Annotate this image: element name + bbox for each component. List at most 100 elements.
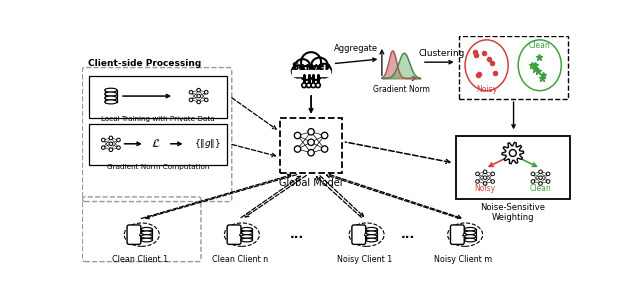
Text: Client-side Processing: Client-side Processing (88, 59, 201, 68)
Ellipse shape (366, 235, 377, 238)
Text: Global Model: Global Model (279, 178, 343, 188)
Text: $\{\|g\|\}$: $\{\|g\|\}$ (193, 137, 221, 150)
FancyBboxPatch shape (366, 229, 377, 240)
FancyBboxPatch shape (456, 136, 570, 199)
Text: Clean: Clean (529, 41, 550, 50)
Circle shape (365, 233, 367, 236)
Circle shape (308, 149, 314, 156)
Circle shape (116, 146, 120, 149)
Circle shape (109, 148, 113, 152)
Circle shape (302, 83, 307, 88)
Ellipse shape (105, 96, 117, 100)
Circle shape (101, 138, 105, 142)
Text: $\mathcal{L}$: $\mathcal{L}$ (152, 136, 161, 149)
Ellipse shape (465, 238, 476, 242)
Circle shape (531, 180, 534, 183)
Polygon shape (502, 142, 524, 164)
Ellipse shape (465, 235, 476, 238)
Ellipse shape (465, 227, 476, 231)
Circle shape (483, 182, 487, 185)
Text: Local Training with Private Data: Local Training with Private Data (101, 116, 214, 122)
Text: ...: ... (401, 228, 415, 241)
Circle shape (204, 98, 208, 102)
Circle shape (140, 233, 142, 236)
Circle shape (308, 129, 314, 135)
Circle shape (109, 142, 113, 146)
Ellipse shape (241, 235, 252, 238)
Ellipse shape (241, 231, 252, 235)
Ellipse shape (141, 231, 152, 235)
FancyBboxPatch shape (227, 225, 241, 244)
Circle shape (311, 58, 328, 74)
Circle shape (547, 180, 550, 183)
Ellipse shape (105, 100, 117, 104)
Circle shape (539, 176, 542, 179)
Circle shape (101, 146, 105, 149)
FancyBboxPatch shape (105, 90, 117, 102)
Text: Clean: Clean (530, 184, 552, 193)
Ellipse shape (241, 238, 252, 242)
Circle shape (189, 90, 193, 94)
Circle shape (204, 90, 208, 94)
Text: Clustering: Clustering (419, 49, 465, 58)
FancyBboxPatch shape (88, 124, 227, 165)
Ellipse shape (141, 235, 152, 238)
Circle shape (539, 170, 542, 174)
FancyBboxPatch shape (88, 76, 227, 118)
FancyBboxPatch shape (465, 229, 476, 240)
Circle shape (321, 132, 328, 139)
Circle shape (463, 233, 466, 236)
Circle shape (197, 88, 200, 92)
Circle shape (308, 139, 314, 146)
Circle shape (116, 138, 120, 142)
Circle shape (531, 172, 534, 176)
Text: Gradient Norm Computation: Gradient Norm Computation (107, 164, 209, 170)
Text: Noisy Client m: Noisy Client m (435, 255, 493, 264)
FancyBboxPatch shape (127, 225, 141, 244)
Circle shape (476, 180, 479, 183)
FancyBboxPatch shape (141, 229, 152, 240)
Circle shape (483, 176, 487, 179)
Ellipse shape (366, 231, 377, 235)
Circle shape (109, 136, 113, 140)
Text: Aggregate: Aggregate (335, 44, 378, 53)
Ellipse shape (366, 238, 377, 242)
Circle shape (294, 132, 301, 139)
Circle shape (294, 146, 301, 152)
Circle shape (317, 64, 331, 78)
Circle shape (308, 66, 323, 80)
FancyBboxPatch shape (352, 225, 365, 244)
Text: Noisy: Noisy (476, 85, 497, 94)
Circle shape (197, 100, 200, 104)
Circle shape (307, 83, 311, 88)
Ellipse shape (241, 227, 252, 231)
Text: Clean Client n: Clean Client n (212, 255, 268, 264)
Circle shape (491, 180, 495, 183)
Circle shape (301, 52, 321, 72)
Text: Server: Server (292, 62, 330, 72)
FancyBboxPatch shape (451, 225, 464, 244)
Circle shape (311, 83, 316, 88)
Circle shape (292, 65, 304, 78)
Text: Noise-Sensitive
Weighting: Noise-Sensitive Weighting (480, 203, 545, 223)
Text: Gradient Norm: Gradient Norm (372, 85, 429, 94)
Circle shape (321, 146, 328, 152)
Text: Noisy Client 1: Noisy Client 1 (337, 255, 392, 264)
Circle shape (539, 182, 542, 185)
Circle shape (197, 94, 200, 98)
Circle shape (476, 172, 479, 176)
Ellipse shape (105, 92, 117, 96)
Circle shape (189, 98, 193, 102)
Circle shape (509, 150, 516, 157)
FancyBboxPatch shape (280, 118, 342, 173)
Text: ...: ... (290, 228, 305, 241)
FancyBboxPatch shape (241, 229, 252, 240)
Circle shape (295, 59, 310, 74)
Circle shape (300, 66, 314, 80)
FancyBboxPatch shape (459, 36, 568, 99)
Ellipse shape (141, 238, 152, 242)
Circle shape (547, 172, 550, 176)
Ellipse shape (465, 231, 476, 235)
Circle shape (483, 170, 487, 174)
Ellipse shape (141, 227, 152, 231)
